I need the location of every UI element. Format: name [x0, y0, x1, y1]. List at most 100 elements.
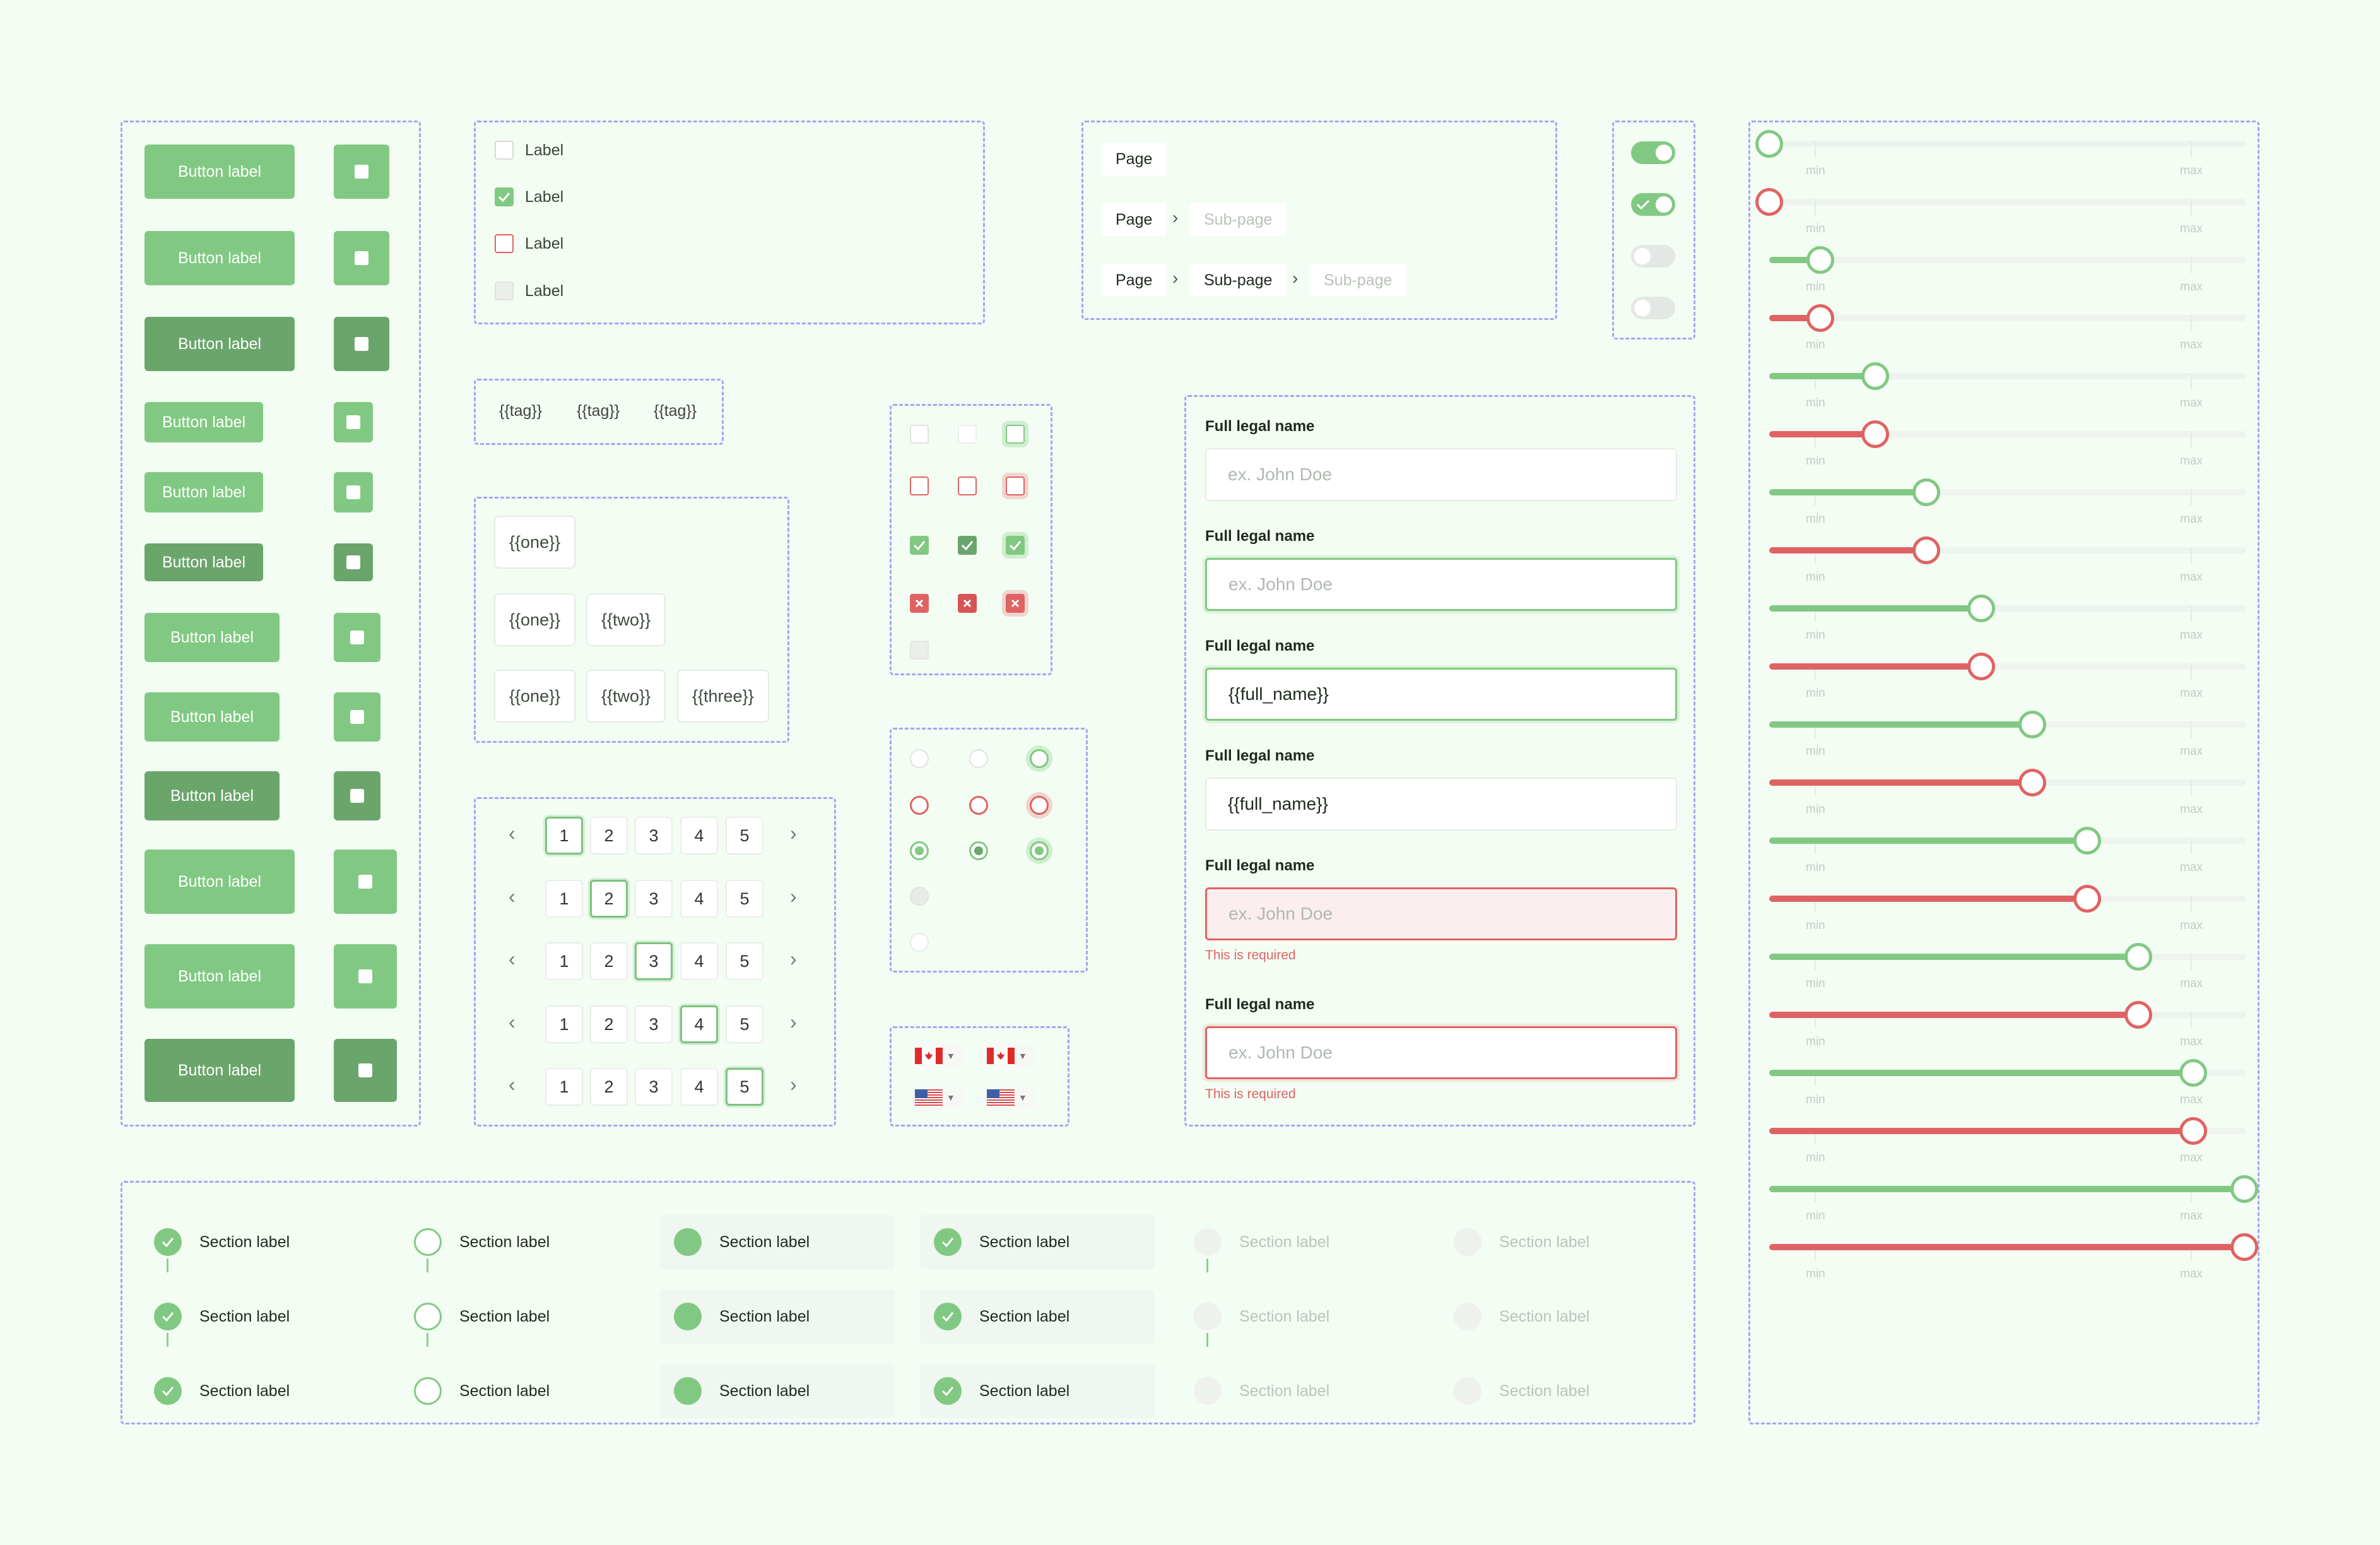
page-number-button[interactable]: 5 — [726, 1005, 763, 1043]
chip-three[interactable]: {{three}} — [677, 670, 769, 723]
next-page-button[interactable]: › — [790, 885, 797, 908]
primary-button[interactable]: Button label — [144, 1039, 295, 1102]
square-icon-button[interactable] — [334, 472, 373, 512]
slider-handle[interactable] — [1755, 188, 1783, 216]
primary-button[interactable]: Button label — [144, 771, 280, 820]
step-label[interactable]: Section label — [979, 1382, 1070, 1400]
square-icon-button[interactable] — [334, 613, 380, 662]
next-page-button[interactable]: › — [790, 947, 797, 970]
page-number-button[interactable]: 4 — [680, 1068, 718, 1106]
square-icon-button[interactable] — [334, 1039, 397, 1102]
square-icon-button[interactable] — [334, 771, 380, 820]
slider-handle[interactable] — [2124, 1001, 2152, 1029]
primary-button[interactable]: Button label — [144, 145, 295, 199]
square-icon-button[interactable] — [334, 692, 380, 742]
primary-button[interactable]: Button label — [144, 472, 263, 512]
slider-track[interactable] — [1769, 547, 2246, 553]
page-number-button[interactable]: 3 — [635, 1005, 673, 1043]
page-number-button[interactable]: 1 — [545, 1005, 583, 1043]
page-number-button[interactable]: 4 — [680, 880, 718, 918]
checkbox[interactable] — [910, 536, 929, 555]
step-label[interactable]: Section label — [199, 1308, 290, 1325]
primary-button[interactable]: Button label — [144, 944, 295, 1009]
step-label[interactable]: Section label — [719, 1308, 810, 1325]
slider-handle[interactable] — [1861, 362, 1889, 390]
page-number-button[interactable]: 4 — [680, 942, 718, 980]
slider-track[interactable] — [1769, 489, 2246, 495]
slider-handle[interactable] — [2179, 1117, 2207, 1145]
country-select[interactable]: ▼ — [912, 1087, 964, 1108]
page-number-button[interactable]: 1 — [545, 1068, 583, 1106]
radio-button[interactable] — [1030, 796, 1049, 815]
radio-button[interactable] — [969, 796, 988, 815]
page-number-button[interactable]: 2 — [590, 942, 628, 980]
radio-button[interactable] — [969, 749, 988, 768]
next-page-button[interactable]: › — [790, 1010, 797, 1033]
checkbox[interactable] — [958, 594, 977, 613]
slider-handle[interactable] — [2179, 1059, 2207, 1087]
chip-one[interactable]: {{one}} — [494, 593, 576, 646]
chip-two[interactable]: {{two}} — [586, 670, 666, 723]
step-label[interactable]: Section label — [459, 1308, 550, 1325]
slider-handle[interactable] — [1912, 478, 1940, 506]
square-icon-button[interactable] — [334, 944, 397, 1009]
slider-track[interactable] — [1769, 199, 2246, 205]
checkbox[interactable] — [1006, 477, 1025, 495]
step-label[interactable]: Section label — [459, 1233, 550, 1251]
slider-track[interactable] — [1769, 373, 2246, 379]
checkbox-error[interactable] — [495, 234, 514, 253]
slider-handle[interactable] — [1967, 653, 1995, 680]
square-icon-button[interactable] — [334, 402, 373, 442]
radio-button[interactable] — [910, 749, 929, 768]
primary-button[interactable]: Button label — [144, 402, 263, 442]
page-number-button[interactable]: 3 — [635, 1068, 673, 1106]
page-number-button[interactable]: 4 — [680, 817, 718, 855]
page-number-button[interactable]: 1 — [545, 880, 583, 918]
country-select[interactable]: ▼ — [984, 1045, 1036, 1067]
square-icon-button[interactable] — [334, 231, 389, 285]
checkbox-checked[interactable] — [495, 187, 514, 206]
toggle-on-checked[interactable] — [1631, 193, 1675, 216]
prev-page-button[interactable]: ‹ — [509, 1010, 515, 1033]
slider-handle[interactable] — [2073, 827, 2101, 855]
chip-two[interactable]: {{two}} — [586, 593, 666, 646]
slider-handle[interactable] — [2018, 769, 2046, 796]
primary-button[interactable]: Button label — [144, 543, 263, 581]
radio-button[interactable] — [1030, 749, 1049, 768]
name-input[interactable]: ex. John Doe — [1205, 448, 1677, 501]
name-input[interactable]: {{full_name}} — [1205, 778, 1677, 831]
step-label[interactable]: Section label — [199, 1233, 290, 1251]
step-label[interactable]: Section label — [199, 1382, 290, 1400]
slider-handle[interactable] — [2018, 711, 2046, 738]
checkbox[interactable] — [910, 477, 929, 495]
radio-button[interactable] — [1030, 841, 1049, 860]
radio-button[interactable] — [910, 796, 929, 815]
slider-handle[interactable] — [2073, 885, 2101, 913]
square-icon-button[interactable] — [334, 145, 389, 199]
slider-handle[interactable] — [1806, 304, 1834, 332]
step-label[interactable]: Section label — [459, 1382, 550, 1400]
breadcrumb-subpage[interactable]: Sub-page — [1190, 264, 1287, 297]
step-label[interactable]: Section label — [1499, 1308, 1590, 1325]
page-number-button[interactable]: 5 — [726, 942, 763, 980]
page-number-button[interactable]: 5 — [726, 1068, 763, 1106]
checkbox[interactable] — [1006, 594, 1025, 613]
primary-button[interactable]: Button label — [144, 692, 280, 742]
slider-handle[interactable] — [2124, 943, 2152, 971]
name-input[interactable]: ex. John Doe — [1205, 1026, 1677, 1079]
page-number-button[interactable]: 5 — [726, 880, 763, 918]
checkbox-unchecked[interactable] — [495, 141, 514, 160]
square-icon-button[interactable] — [334, 849, 397, 914]
checkbox[interactable] — [958, 536, 977, 555]
slider-track[interactable] — [1769, 141, 2246, 147]
step-label[interactable]: Section label — [979, 1233, 1070, 1251]
slider-track[interactable] — [1769, 257, 2246, 263]
checkbox[interactable] — [1006, 425, 1025, 444]
page-number-button[interactable]: 4 — [680, 1005, 718, 1043]
name-input[interactable]: ex. John Doe — [1205, 558, 1677, 611]
page-number-button[interactable]: 2 — [590, 880, 628, 918]
country-select[interactable]: ▼ — [912, 1045, 964, 1067]
next-page-button[interactable]: › — [790, 822, 797, 844]
step-label[interactable]: Section label — [719, 1233, 810, 1251]
page-number-button[interactable]: 3 — [635, 880, 673, 918]
